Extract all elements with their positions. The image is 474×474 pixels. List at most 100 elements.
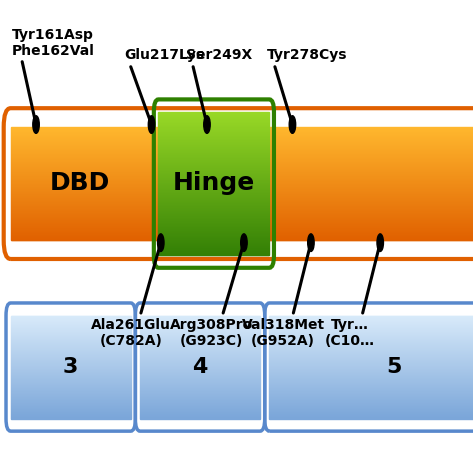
- Bar: [140, 319, 260, 320]
- Bar: [158, 203, 269, 204]
- Bar: [10, 399, 131, 400]
- Bar: [10, 355, 131, 356]
- Bar: [269, 332, 474, 333]
- Bar: [140, 372, 260, 373]
- Bar: [158, 119, 269, 120]
- Bar: [269, 367, 474, 368]
- Bar: [269, 339, 474, 340]
- Bar: [140, 342, 260, 343]
- Bar: [10, 224, 474, 225]
- Circle shape: [157, 234, 164, 251]
- Bar: [10, 217, 474, 218]
- Bar: [140, 345, 260, 346]
- Bar: [158, 126, 269, 127]
- Bar: [10, 205, 474, 206]
- Bar: [158, 118, 269, 119]
- Bar: [10, 235, 474, 236]
- Bar: [158, 136, 269, 137]
- Bar: [158, 183, 269, 184]
- Bar: [10, 129, 474, 130]
- Bar: [158, 210, 269, 211]
- Bar: [10, 369, 131, 370]
- Bar: [269, 411, 474, 412]
- Bar: [10, 177, 474, 178]
- Bar: [158, 239, 269, 240]
- Bar: [10, 229, 474, 230]
- Bar: [269, 328, 474, 329]
- Bar: [10, 158, 474, 159]
- Bar: [140, 403, 260, 404]
- Bar: [158, 138, 269, 139]
- Bar: [269, 377, 474, 378]
- Bar: [158, 194, 269, 195]
- Bar: [158, 237, 269, 238]
- Bar: [10, 403, 131, 404]
- Bar: [140, 396, 260, 397]
- Bar: [10, 225, 474, 226]
- Bar: [10, 376, 131, 377]
- Bar: [269, 374, 474, 375]
- Bar: [158, 116, 269, 117]
- Bar: [140, 362, 260, 363]
- Bar: [158, 236, 269, 237]
- Text: Ala261Glu
(C782A): Ala261Glu (C782A): [91, 318, 171, 348]
- Bar: [158, 146, 269, 147]
- Bar: [10, 137, 474, 138]
- Bar: [269, 381, 474, 382]
- Bar: [158, 221, 269, 222]
- Bar: [10, 391, 131, 392]
- Bar: [140, 335, 260, 336]
- Bar: [158, 200, 269, 201]
- Bar: [10, 375, 131, 376]
- Bar: [269, 321, 474, 322]
- Bar: [158, 189, 269, 190]
- Bar: [269, 370, 474, 371]
- Bar: [10, 180, 474, 181]
- Bar: [10, 397, 131, 398]
- Bar: [269, 398, 474, 399]
- Bar: [158, 124, 269, 125]
- Bar: [158, 246, 269, 247]
- Bar: [10, 410, 131, 411]
- Bar: [269, 388, 474, 389]
- Bar: [140, 413, 260, 414]
- Bar: [140, 353, 260, 354]
- Bar: [140, 355, 260, 356]
- Bar: [140, 333, 260, 334]
- Bar: [158, 225, 269, 226]
- Bar: [269, 358, 474, 359]
- Text: Val318Met
(G952A): Val318Met (G952A): [242, 318, 325, 348]
- Bar: [158, 230, 269, 231]
- Bar: [269, 335, 474, 336]
- Bar: [10, 383, 131, 384]
- Bar: [269, 348, 474, 349]
- Bar: [269, 346, 474, 347]
- Bar: [140, 399, 260, 400]
- Bar: [140, 405, 260, 406]
- Bar: [269, 337, 474, 338]
- Bar: [10, 146, 474, 147]
- Bar: [10, 231, 474, 232]
- Bar: [158, 193, 269, 194]
- Bar: [269, 361, 474, 362]
- Bar: [10, 198, 474, 199]
- Bar: [10, 196, 474, 197]
- Bar: [158, 156, 269, 157]
- Bar: [269, 397, 474, 398]
- Bar: [10, 202, 474, 203]
- Bar: [10, 145, 474, 146]
- Bar: [140, 354, 260, 355]
- Bar: [10, 415, 131, 416]
- Circle shape: [377, 234, 383, 251]
- Bar: [158, 162, 269, 163]
- Bar: [10, 138, 474, 139]
- Bar: [10, 389, 131, 390]
- Bar: [158, 192, 269, 193]
- Text: 4: 4: [192, 357, 208, 377]
- Bar: [140, 377, 260, 378]
- Bar: [269, 316, 474, 317]
- Bar: [10, 360, 131, 361]
- Bar: [158, 177, 269, 178]
- Bar: [10, 393, 131, 394]
- Bar: [10, 136, 474, 137]
